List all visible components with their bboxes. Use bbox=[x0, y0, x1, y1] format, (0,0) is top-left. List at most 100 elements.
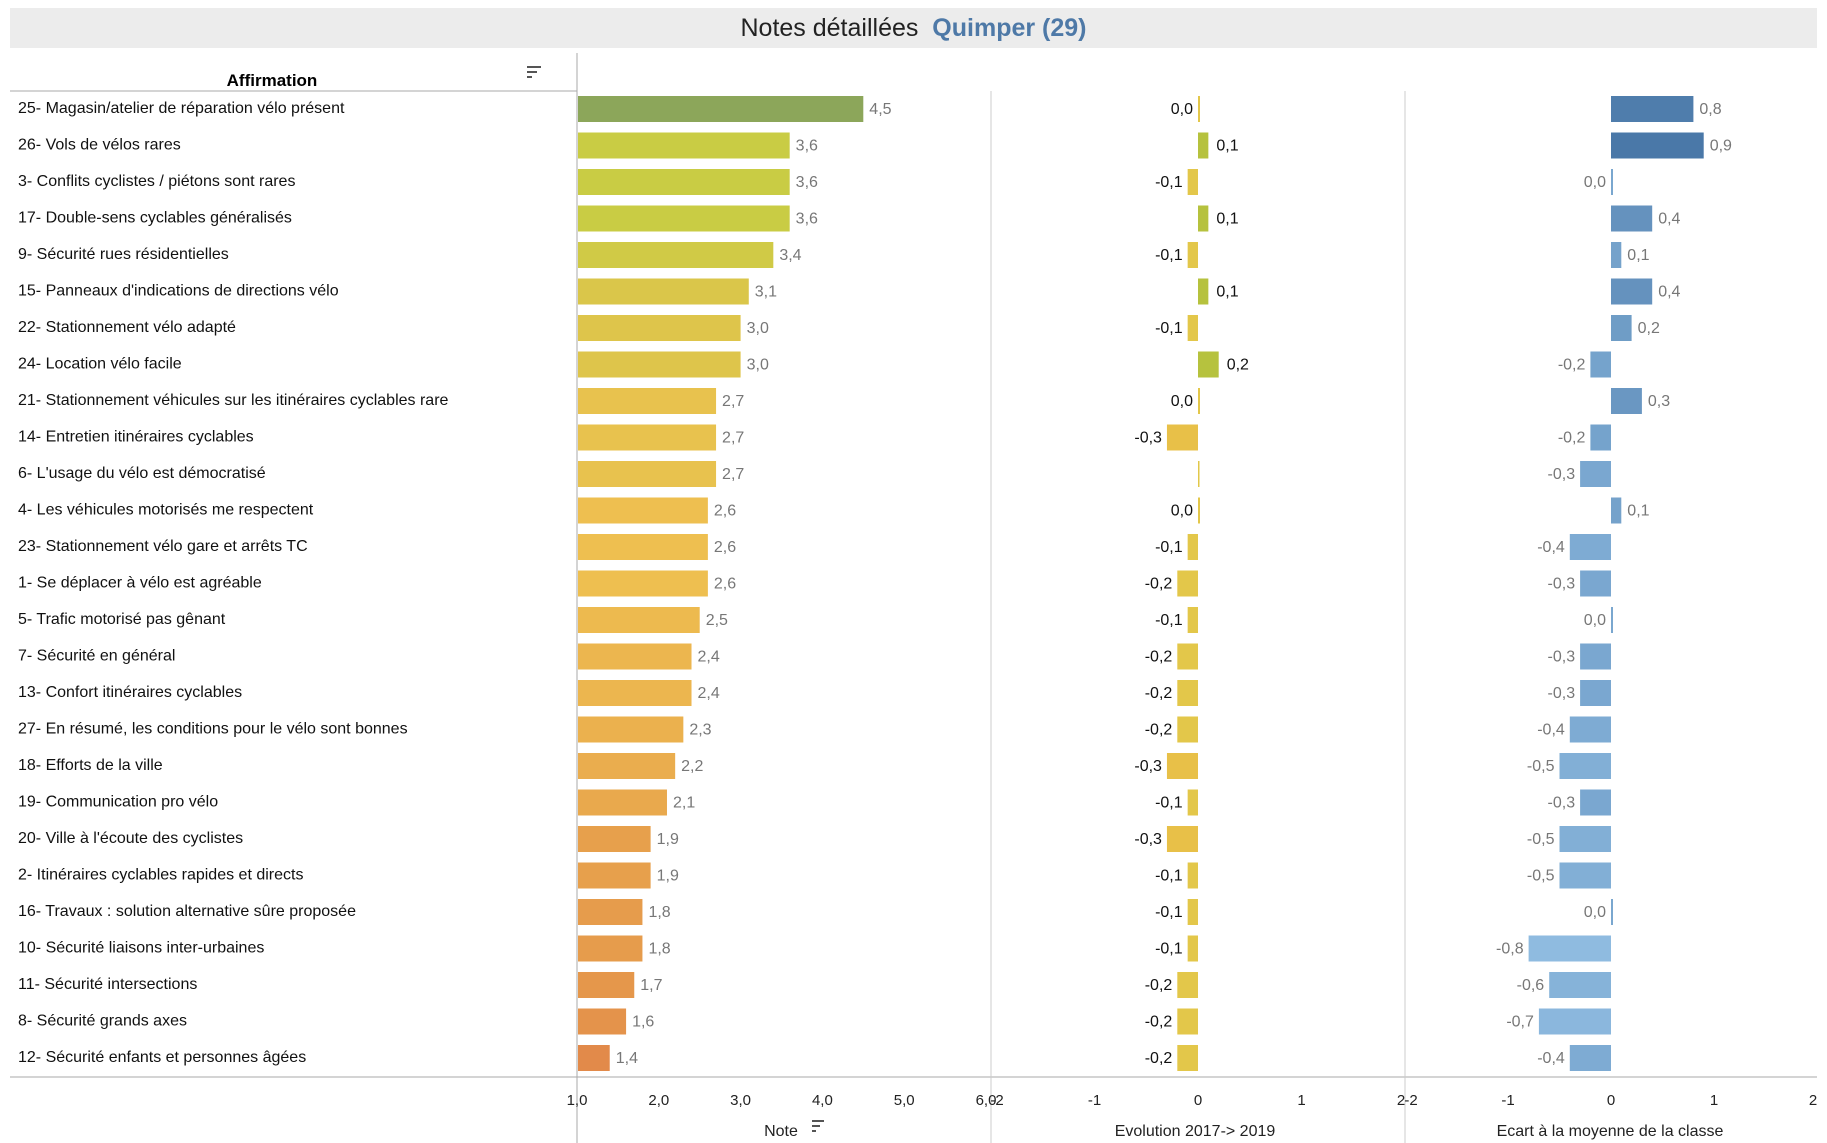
note-bar bbox=[578, 1045, 610, 1071]
column-header-affirmation: Affirmation bbox=[227, 71, 318, 90]
note-panel: 4,5 3,6 3,6 3,6 3,4 3,1 3,0 3,0 2,7 2,7 2,7 2,6 2,6 2… bbox=[578, 96, 892, 1071]
ecart-value-label: -0,4 bbox=[1537, 539, 1565, 556]
evolution-value-label: -0,2 bbox=[1145, 685, 1173, 702]
evolution-value-label: 0,0 bbox=[1171, 101, 1193, 118]
chart-title-bar: Notes détaillées Quimper (29) bbox=[10, 8, 1817, 48]
evolution-panel: 0,0 0,1 -0,1 0,1 -0,1 0,1 -0,1 0,2 0,0 -0,3 0,0 -0,… bbox=[1134, 96, 1249, 1071]
category-label: 6- L'usage du vélo est démocratisé bbox=[18, 465, 266, 482]
category-label: 11- Sécurité intersections bbox=[18, 976, 197, 993]
evolution-value-label: -0,1 bbox=[1155, 320, 1183, 337]
sort-icon[interactable] bbox=[812, 1120, 824, 1132]
category-label: 12- Sécurité enfants et personnes âgées bbox=[18, 1049, 306, 1066]
evolution-bar bbox=[1166, 753, 1198, 779]
evolution-bar bbox=[1166, 424, 1198, 451]
note-tick-label: 1,0 bbox=[567, 1092, 588, 1109]
ecart-tick-label: 1 bbox=[1710, 1092, 1718, 1109]
evolution-value-label: -0,3 bbox=[1134, 758, 1162, 775]
ecart-bar bbox=[1590, 351, 1611, 378]
note-value-label: 2,7 bbox=[722, 393, 744, 410]
ecart-value-label: 0,4 bbox=[1658, 284, 1680, 301]
evolution-bar bbox=[1187, 242, 1198, 268]
note-value-label: 3,0 bbox=[747, 357, 769, 374]
ecart-value-label: -0,5 bbox=[1527, 758, 1555, 775]
note-bar bbox=[578, 534, 708, 560]
evolution-bar bbox=[1187, 534, 1198, 560]
ecart-tick-label: -2 bbox=[1404, 1092, 1417, 1109]
category-label: 17- Double-sens cyclables généralisés bbox=[18, 210, 292, 227]
ecart-value-label: -0,5 bbox=[1527, 831, 1555, 848]
category-label: 20- Ville à l'écoute des cyclistes bbox=[18, 830, 243, 847]
evolution-bar bbox=[1177, 680, 1198, 706]
note-tick-label: 5,0 bbox=[894, 1092, 915, 1109]
sort-icon[interactable] bbox=[527, 66, 541, 78]
evolution-bar bbox=[1187, 935, 1198, 962]
evolution-bar bbox=[1187, 862, 1198, 889]
category-label: 7- Sécurité en général bbox=[18, 648, 175, 665]
note-value-label: 1,6 bbox=[632, 1014, 654, 1031]
ecart-bar bbox=[1611, 278, 1653, 305]
ecart-value-label: 0,9 bbox=[1710, 138, 1732, 155]
evolution-value-label: 0,0 bbox=[1171, 503, 1193, 520]
evolution-bar bbox=[1166, 826, 1198, 852]
evolution-bar bbox=[1177, 716, 1198, 743]
category-label: 9- Sécurité rues résidentielles bbox=[18, 246, 229, 263]
note-value-label: 2,7 bbox=[722, 466, 744, 483]
ecart-bar bbox=[1611, 169, 1613, 195]
evolution-bar bbox=[1177, 1045, 1198, 1071]
ecart-value-label: 0,1 bbox=[1627, 247, 1649, 264]
ecart-bar bbox=[1611, 242, 1622, 268]
ecart-bar bbox=[1611, 388, 1642, 414]
evolution-tick-label: -2 bbox=[990, 1092, 1003, 1109]
note-value-label: 4,5 bbox=[869, 101, 891, 118]
note-bar bbox=[578, 826, 651, 852]
note-bar bbox=[578, 972, 635, 998]
evolution-value-label: -0,1 bbox=[1155, 539, 1183, 556]
note-tick-label: 6,0 bbox=[976, 1092, 997, 1109]
note-bar bbox=[578, 1008, 627, 1035]
note-bar bbox=[578, 899, 643, 925]
note-value-label: 1,8 bbox=[648, 941, 670, 958]
note-bar bbox=[578, 278, 749, 305]
evolution-tick-label: 1 bbox=[1297, 1092, 1305, 1109]
note-bar bbox=[578, 862, 651, 889]
evolution-axis-label: Evolution 2017-> 2019 bbox=[1115, 1123, 1276, 1140]
note-value-label: 2,6 bbox=[714, 576, 736, 593]
category-label: 26- Vols de vélos rares bbox=[18, 137, 181, 154]
category-label: 4- Les véhicules motorisés me respectent bbox=[18, 502, 314, 519]
note-value-label: 3,6 bbox=[796, 174, 818, 191]
evolution-value-label: 0,1 bbox=[1216, 284, 1238, 301]
category-label: 23- Stationnement vélo gare et arrêts TC bbox=[18, 538, 308, 555]
category-label: 22- Stationnement vélo adapté bbox=[18, 319, 236, 336]
ecart-value-label: -0,3 bbox=[1548, 576, 1576, 593]
category-label: 5- Trafic motorisé pas gênant bbox=[18, 611, 226, 628]
ecart-value-label: -0,7 bbox=[1506, 1014, 1534, 1031]
note-bar bbox=[578, 424, 717, 451]
evolution-bar bbox=[1177, 972, 1198, 998]
note-bar bbox=[578, 388, 717, 414]
note-value-label: 3,0 bbox=[747, 320, 769, 337]
ecart-bar bbox=[1559, 826, 1611, 852]
category-label: 24- Location vélo facile bbox=[18, 356, 182, 373]
category-label: 8- Sécurité grands axes bbox=[18, 1013, 187, 1030]
evolution-value-label: -0,2 bbox=[1145, 649, 1173, 666]
evolution-value-label: -0,3 bbox=[1134, 831, 1162, 848]
category-label: 14- Entretien itinéraires cyclables bbox=[18, 429, 254, 446]
note-value-label: 1,4 bbox=[616, 1050, 638, 1067]
evolution-bar bbox=[1198, 497, 1200, 524]
ecart-bar bbox=[1611, 205, 1653, 232]
ecart-value-label: -0,2 bbox=[1558, 430, 1586, 447]
note-value-label: 2,2 bbox=[681, 758, 703, 775]
evolution-value-label: -0,2 bbox=[1145, 1014, 1173, 1031]
category-label: 27- En résumé, les conditions pour le vé… bbox=[18, 721, 408, 738]
category-label: 13- Confort itinéraires cyclables bbox=[18, 684, 242, 701]
evolution-tick-label: 2 bbox=[1397, 1092, 1405, 1109]
note-tick-label: 4,0 bbox=[812, 1092, 833, 1109]
category-label: 18- Efforts de la ville bbox=[18, 757, 163, 774]
ecart-value-label: -0,8 bbox=[1496, 941, 1524, 958]
evolution-bar bbox=[1187, 789, 1198, 816]
note-bar bbox=[578, 680, 692, 706]
category-label: 16- Travaux : solution alternative sûre … bbox=[18, 903, 356, 920]
note-value-label: 2,6 bbox=[714, 539, 736, 556]
note-bar bbox=[578, 205, 790, 232]
evolution-value-label: 0,1 bbox=[1216, 211, 1238, 228]
